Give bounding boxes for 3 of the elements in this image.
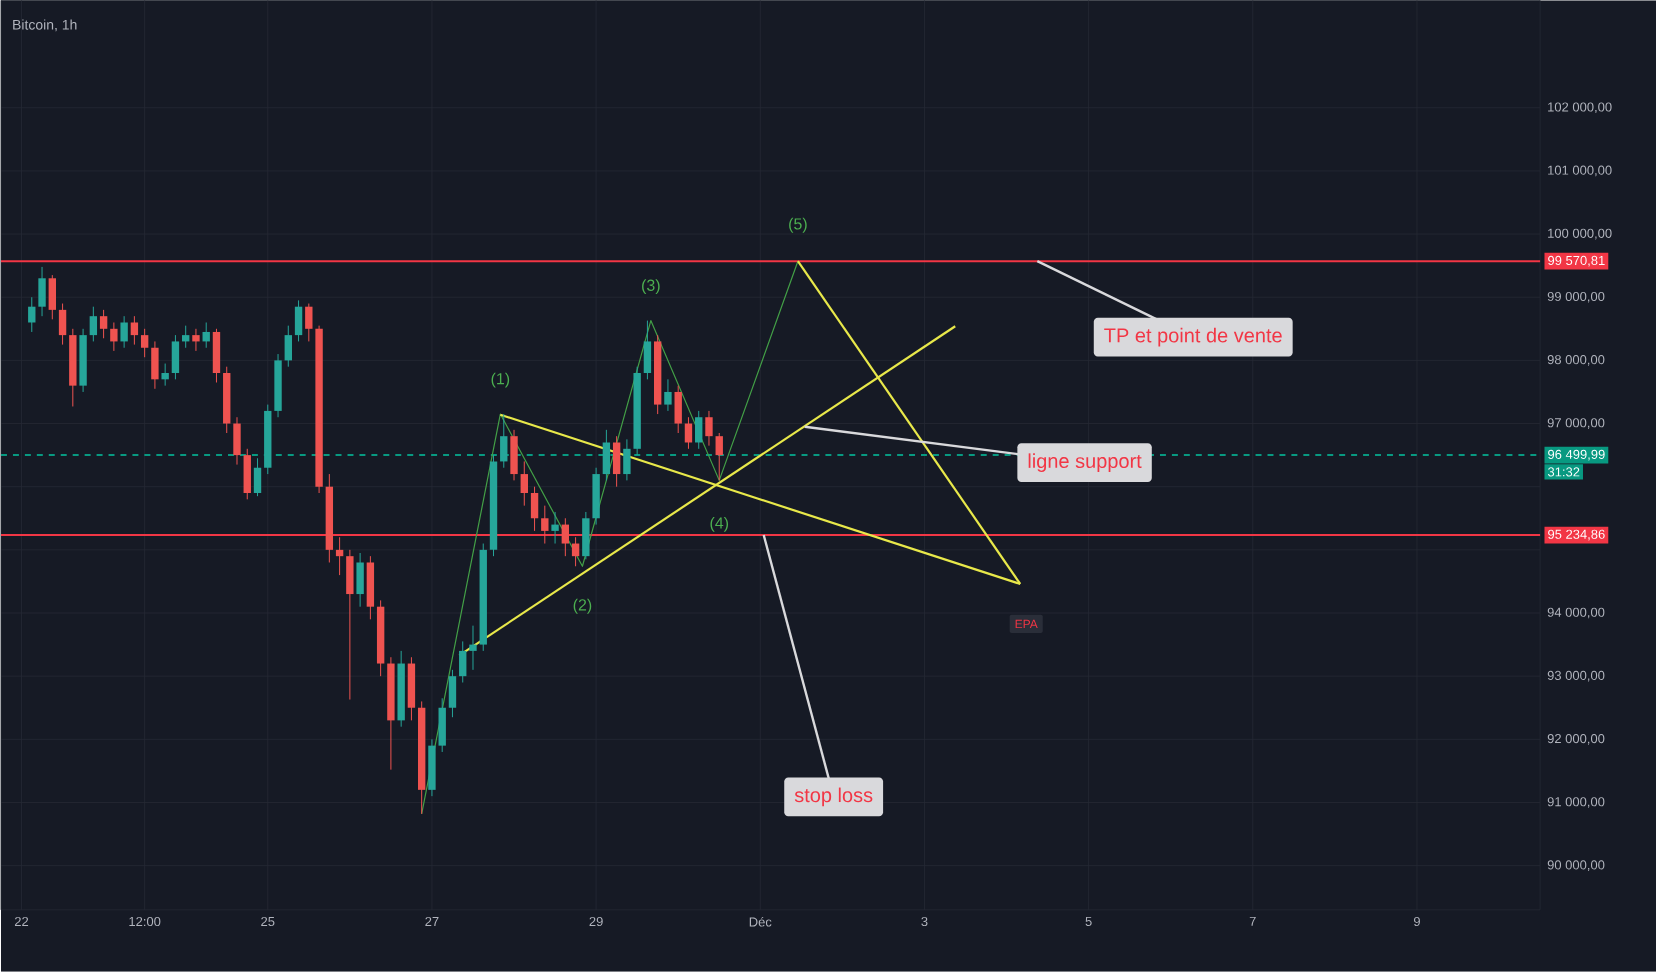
annotation: ligne support [1028,453,1142,473]
annotation: TP et point de vente [1104,327,1282,347]
annotation: stop loss [794,787,873,807]
